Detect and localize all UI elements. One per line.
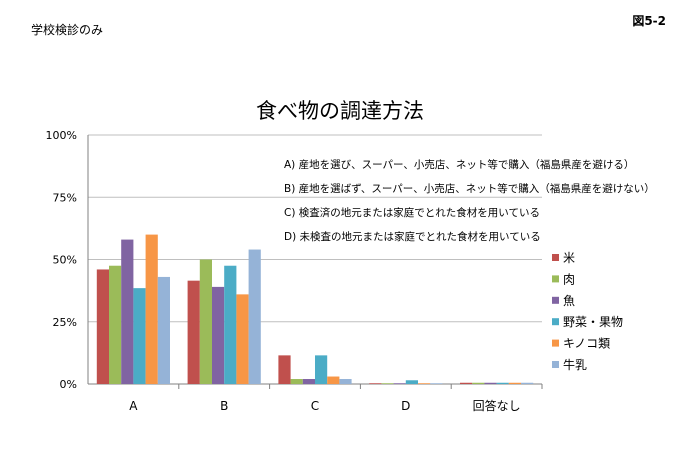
category-note: B) 産地を選ばず、スーパー、小売店、ネット等で購入（福島県産を避けない） bbox=[284, 182, 655, 195]
legend-swatch bbox=[552, 339, 559, 347]
category-note: A) 産地を選び、スーパー、小売店、ネット等で購入（福島県産を避ける） bbox=[284, 158, 634, 171]
bar bbox=[496, 382, 509, 384]
bar bbox=[96, 269, 109, 384]
bar bbox=[187, 280, 200, 384]
bar bbox=[484, 382, 497, 384]
chart-title: 食べ物の調達方法 bbox=[256, 99, 424, 123]
bar bbox=[472, 382, 485, 384]
bar bbox=[405, 380, 418, 384]
legend-label: 肉 bbox=[563, 272, 575, 286]
bar bbox=[290, 379, 303, 384]
y-tick-label: 100% bbox=[46, 129, 77, 142]
page-label: 学校検診のみ bbox=[31, 23, 104, 37]
category-note: C) 検査済の地元または家庭でとれた食材を用いている bbox=[284, 206, 540, 219]
bar bbox=[460, 382, 473, 384]
y-tick-label: 0% bbox=[60, 378, 77, 391]
bar bbox=[224, 265, 237, 384]
legend-label: 米 bbox=[563, 251, 575, 265]
y-tick-label: 75% bbox=[53, 191, 77, 204]
bar bbox=[109, 265, 122, 384]
bar bbox=[133, 288, 146, 384]
x-tick-label: C bbox=[311, 399, 319, 413]
bar bbox=[508, 382, 521, 384]
x-tick-label: A bbox=[129, 399, 138, 413]
bar bbox=[339, 379, 352, 384]
y-tick-label: 50% bbox=[53, 254, 77, 267]
legend-swatch bbox=[552, 296, 559, 304]
bar bbox=[212, 286, 225, 384]
bar bbox=[278, 355, 291, 384]
legend-label: キノコ類 bbox=[563, 337, 610, 351]
x-tick-label: 回答なし bbox=[473, 398, 521, 413]
bar bbox=[248, 249, 261, 384]
bar bbox=[418, 383, 431, 384]
bar bbox=[430, 383, 443, 384]
bar bbox=[157, 276, 170, 384]
legend-label: 野菜・果物 bbox=[563, 315, 623, 329]
x-tick-label: D bbox=[401, 399, 410, 413]
category-note: D) 未検査の地元または家庭でとれた食材を用いている bbox=[284, 230, 541, 243]
bar bbox=[369, 383, 382, 384]
bar bbox=[327, 376, 340, 384]
legend-swatch bbox=[552, 254, 559, 261]
bar bbox=[145, 234, 158, 384]
bar bbox=[302, 379, 315, 384]
legend-label: 牛乳 bbox=[563, 357, 587, 372]
figure-number: 図5-2 bbox=[632, 14, 666, 28]
bar bbox=[121, 239, 134, 384]
bar bbox=[381, 383, 394, 384]
bar bbox=[199, 259, 212, 384]
bar bbox=[521, 382, 534, 384]
bar bbox=[236, 294, 249, 384]
legend-label: 魚 bbox=[563, 294, 575, 308]
legend-swatch bbox=[552, 361, 559, 368]
bar bbox=[393, 383, 406, 384]
bar bbox=[315, 355, 328, 384]
x-tick-label: B bbox=[220, 399, 228, 413]
legend-swatch bbox=[552, 318, 559, 326]
y-tick-label: 25% bbox=[53, 316, 77, 329]
legend-swatch bbox=[552, 275, 559, 283]
